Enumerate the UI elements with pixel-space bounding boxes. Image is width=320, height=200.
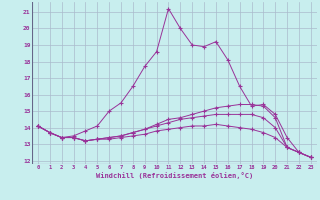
X-axis label: Windchill (Refroidissement éolien,°C): Windchill (Refroidissement éolien,°C): [96, 172, 253, 179]
